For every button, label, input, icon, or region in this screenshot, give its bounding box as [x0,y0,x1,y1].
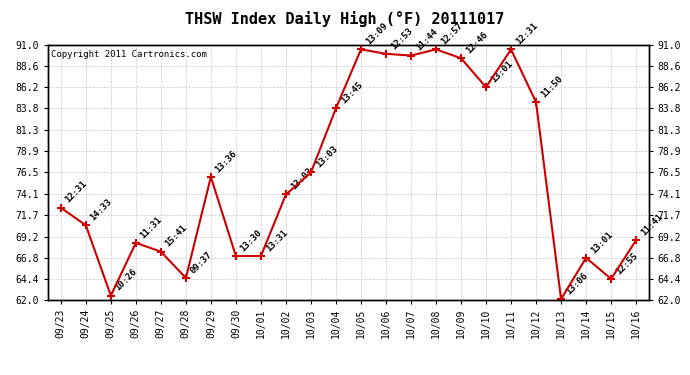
Text: 13:36: 13:36 [214,149,239,174]
Text: 13:31: 13:31 [264,228,289,253]
Text: 13:06: 13:06 [564,271,589,296]
Text: 13:30: 13:30 [239,228,264,253]
Text: 10:26: 10:26 [114,267,139,293]
Text: 11:31: 11:31 [139,215,164,240]
Text: 11:44: 11:44 [414,27,439,53]
Text: 12:46: 12:46 [464,30,489,56]
Text: 12:31: 12:31 [63,180,89,205]
Text: 11:41: 11:41 [639,212,664,237]
Text: 15:41: 15:41 [164,224,189,249]
Text: THSW Index Daily High (°F) 20111017: THSW Index Daily High (°F) 20111017 [186,11,504,27]
Text: 13:02: 13:02 [288,166,314,192]
Text: 13:45: 13:45 [339,80,364,105]
Text: Copyright 2011 Cartronics.com: Copyright 2011 Cartronics.com [51,50,207,59]
Text: 13:03: 13:03 [314,144,339,170]
Text: 12:53: 12:53 [388,26,414,51]
Text: 09:37: 09:37 [188,250,214,275]
Text: 12:31: 12:31 [514,21,539,46]
Text: 13:01: 13:01 [589,230,614,255]
Text: 14:33: 14:33 [88,197,114,222]
Text: 13:01: 13:01 [489,59,514,84]
Text: 12:57: 12:57 [439,21,464,46]
Text: 12:55: 12:55 [614,251,639,276]
Text: 11:50: 11:50 [539,74,564,99]
Text: 13:09: 13:09 [364,21,389,46]
